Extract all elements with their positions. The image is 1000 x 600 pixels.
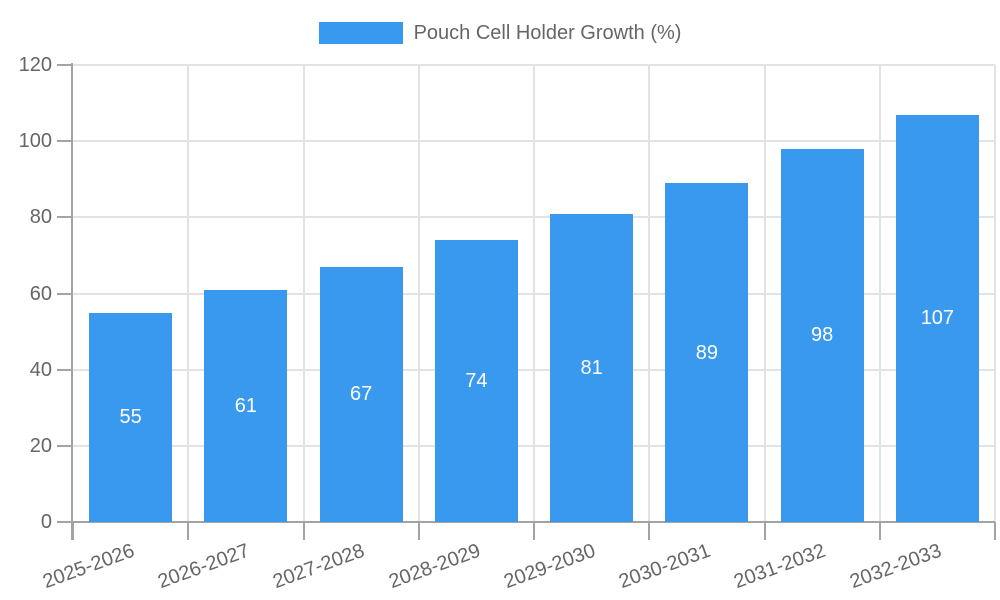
bar[interactable] [550, 213, 634, 522]
x-axis-line [57, 521, 995, 523]
x-tick-mark [648, 522, 651, 540]
x-axis-tick-label: 2025-2026 [39, 539, 138, 594]
x-axis-tick-label: 2030-2031 [616, 539, 714, 594]
x-axis-tick-label: 2027-2028 [270, 539, 368, 594]
y-axis-tick-label: 100 [18, 130, 52, 153]
x-gridline [187, 65, 190, 522]
bar-value-label: 61 [234, 394, 257, 417]
bar[interactable] [89, 312, 173, 522]
bar[interactable] [780, 148, 864, 522]
y-tick-mark [57, 292, 73, 295]
x-gridline [648, 65, 651, 522]
y-axis-tick-label: 40 [29, 358, 52, 381]
x-gridline [878, 65, 881, 522]
x-axis-tick-label: 2031-2032 [731, 539, 829, 594]
y-tick-mark [57, 444, 73, 447]
bar-value-label: 81 [580, 356, 603, 379]
x-axis-tick-label: 2028-2029 [385, 539, 484, 594]
legend-label: Pouch Cell Holder Growth (%) [413, 22, 682, 44]
bar-value-label: 55 [119, 406, 142, 429]
bar[interactable] [665, 183, 749, 522]
x-tick-mark [994, 522, 996, 540]
x-axis-tick-label: 2029-2030 [500, 539, 599, 594]
x-tick-mark [72, 522, 74, 540]
x-tick-mark [302, 522, 305, 540]
x-gridline [994, 65, 996, 522]
x-gridline [302, 65, 305, 522]
y-axis-tick-label: 60 [29, 282, 52, 305]
x-axis-tick-label: 2026-2027 [155, 539, 253, 594]
y-axis-tick-label: 0 [40, 511, 52, 533]
y-axis-tick-label: 80 [29, 206, 52, 229]
bar[interactable] [204, 289, 288, 522]
x-tick-mark [763, 522, 766, 540]
y-axis-tick-label: 120 [18, 54, 52, 76]
legend[interactable]: Pouch Cell Holder Growth (%) [0, 20, 1000, 46]
bar-value-label: 107 [920, 307, 955, 330]
bar-value-label: 98 [811, 324, 834, 347]
legend-swatch [318, 22, 403, 44]
x-gridline [763, 65, 766, 522]
bar[interactable] [319, 266, 403, 522]
x-gridline [533, 65, 535, 522]
bar-value-label: 67 [350, 383, 373, 406]
y-tick-mark [57, 140, 73, 143]
bar[interactable] [434, 240, 518, 522]
y-tick-mark [57, 368, 73, 371]
y-tick-mark [57, 64, 73, 66]
bar-value-label: 89 [695, 341, 718, 364]
y-axis-line [71, 63, 73, 540]
x-tick-mark [533, 522, 535, 540]
bar[interactable] [895, 114, 979, 522]
bar-value-label: 74 [465, 370, 488, 393]
y-tick-mark [57, 216, 73, 219]
x-axis-tick-label: 2032-2033 [846, 539, 945, 594]
x-tick-mark [878, 522, 881, 540]
y-axis-tick-label: 20 [29, 434, 52, 457]
x-gridline [417, 65, 420, 522]
x-tick-mark [417, 522, 420, 540]
x-tick-mark [187, 522, 190, 540]
